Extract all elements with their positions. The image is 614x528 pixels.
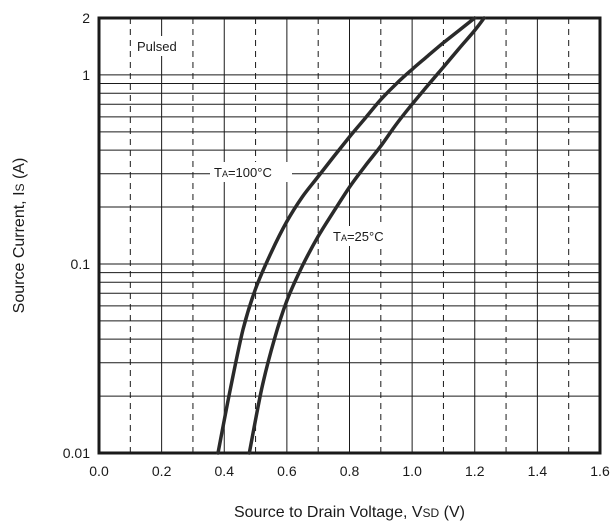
x-tick-label: 1.0 (402, 463, 422, 479)
x-tick-label: 0.8 (340, 463, 360, 479)
pulsed-annotation: Pulsed (137, 39, 177, 54)
pulsed-label-background (132, 36, 190, 56)
plot-frame (97, 16, 602, 455)
x-tick-label: 0.0 (89, 463, 109, 479)
x-tick-label: 1.6 (590, 463, 610, 479)
series-line-25c (247, 16, 486, 455)
series-line-100c (216, 16, 477, 455)
y-tick-label: 0.1 (71, 256, 91, 272)
y-tick-label: 0.01 (63, 445, 90, 461)
series-label-25c: TA=25°C (333, 229, 384, 244)
series-label-25c-background (330, 226, 402, 246)
series-label-100c-background (210, 162, 292, 182)
x-axis-label: Source to Drain Voltage, VSD (V) (234, 504, 465, 521)
series-label-100c: TA=100°C (214, 165, 272, 180)
y-tick-label: 1 (82, 67, 90, 83)
x-tick-label: 1.2 (465, 463, 485, 479)
x-tick-label: 0.2 (152, 463, 172, 479)
y-axis-label: Source Current, IS (A) (11, 158, 28, 314)
x-tick-label: 0.6 (277, 463, 297, 479)
x-tick-label: 1.4 (528, 463, 548, 479)
major-gridlines (99, 18, 600, 453)
tick-labels: 0.0 0.2 0.4 0.6 0.8 1.0 1.2 1.4 1.6 0.01 0.1 1 2 (63, 10, 610, 479)
y-tick-label: 2 (82, 10, 90, 26)
series-layer (216, 16, 486, 455)
x-tick-label: 0.4 (215, 463, 235, 479)
